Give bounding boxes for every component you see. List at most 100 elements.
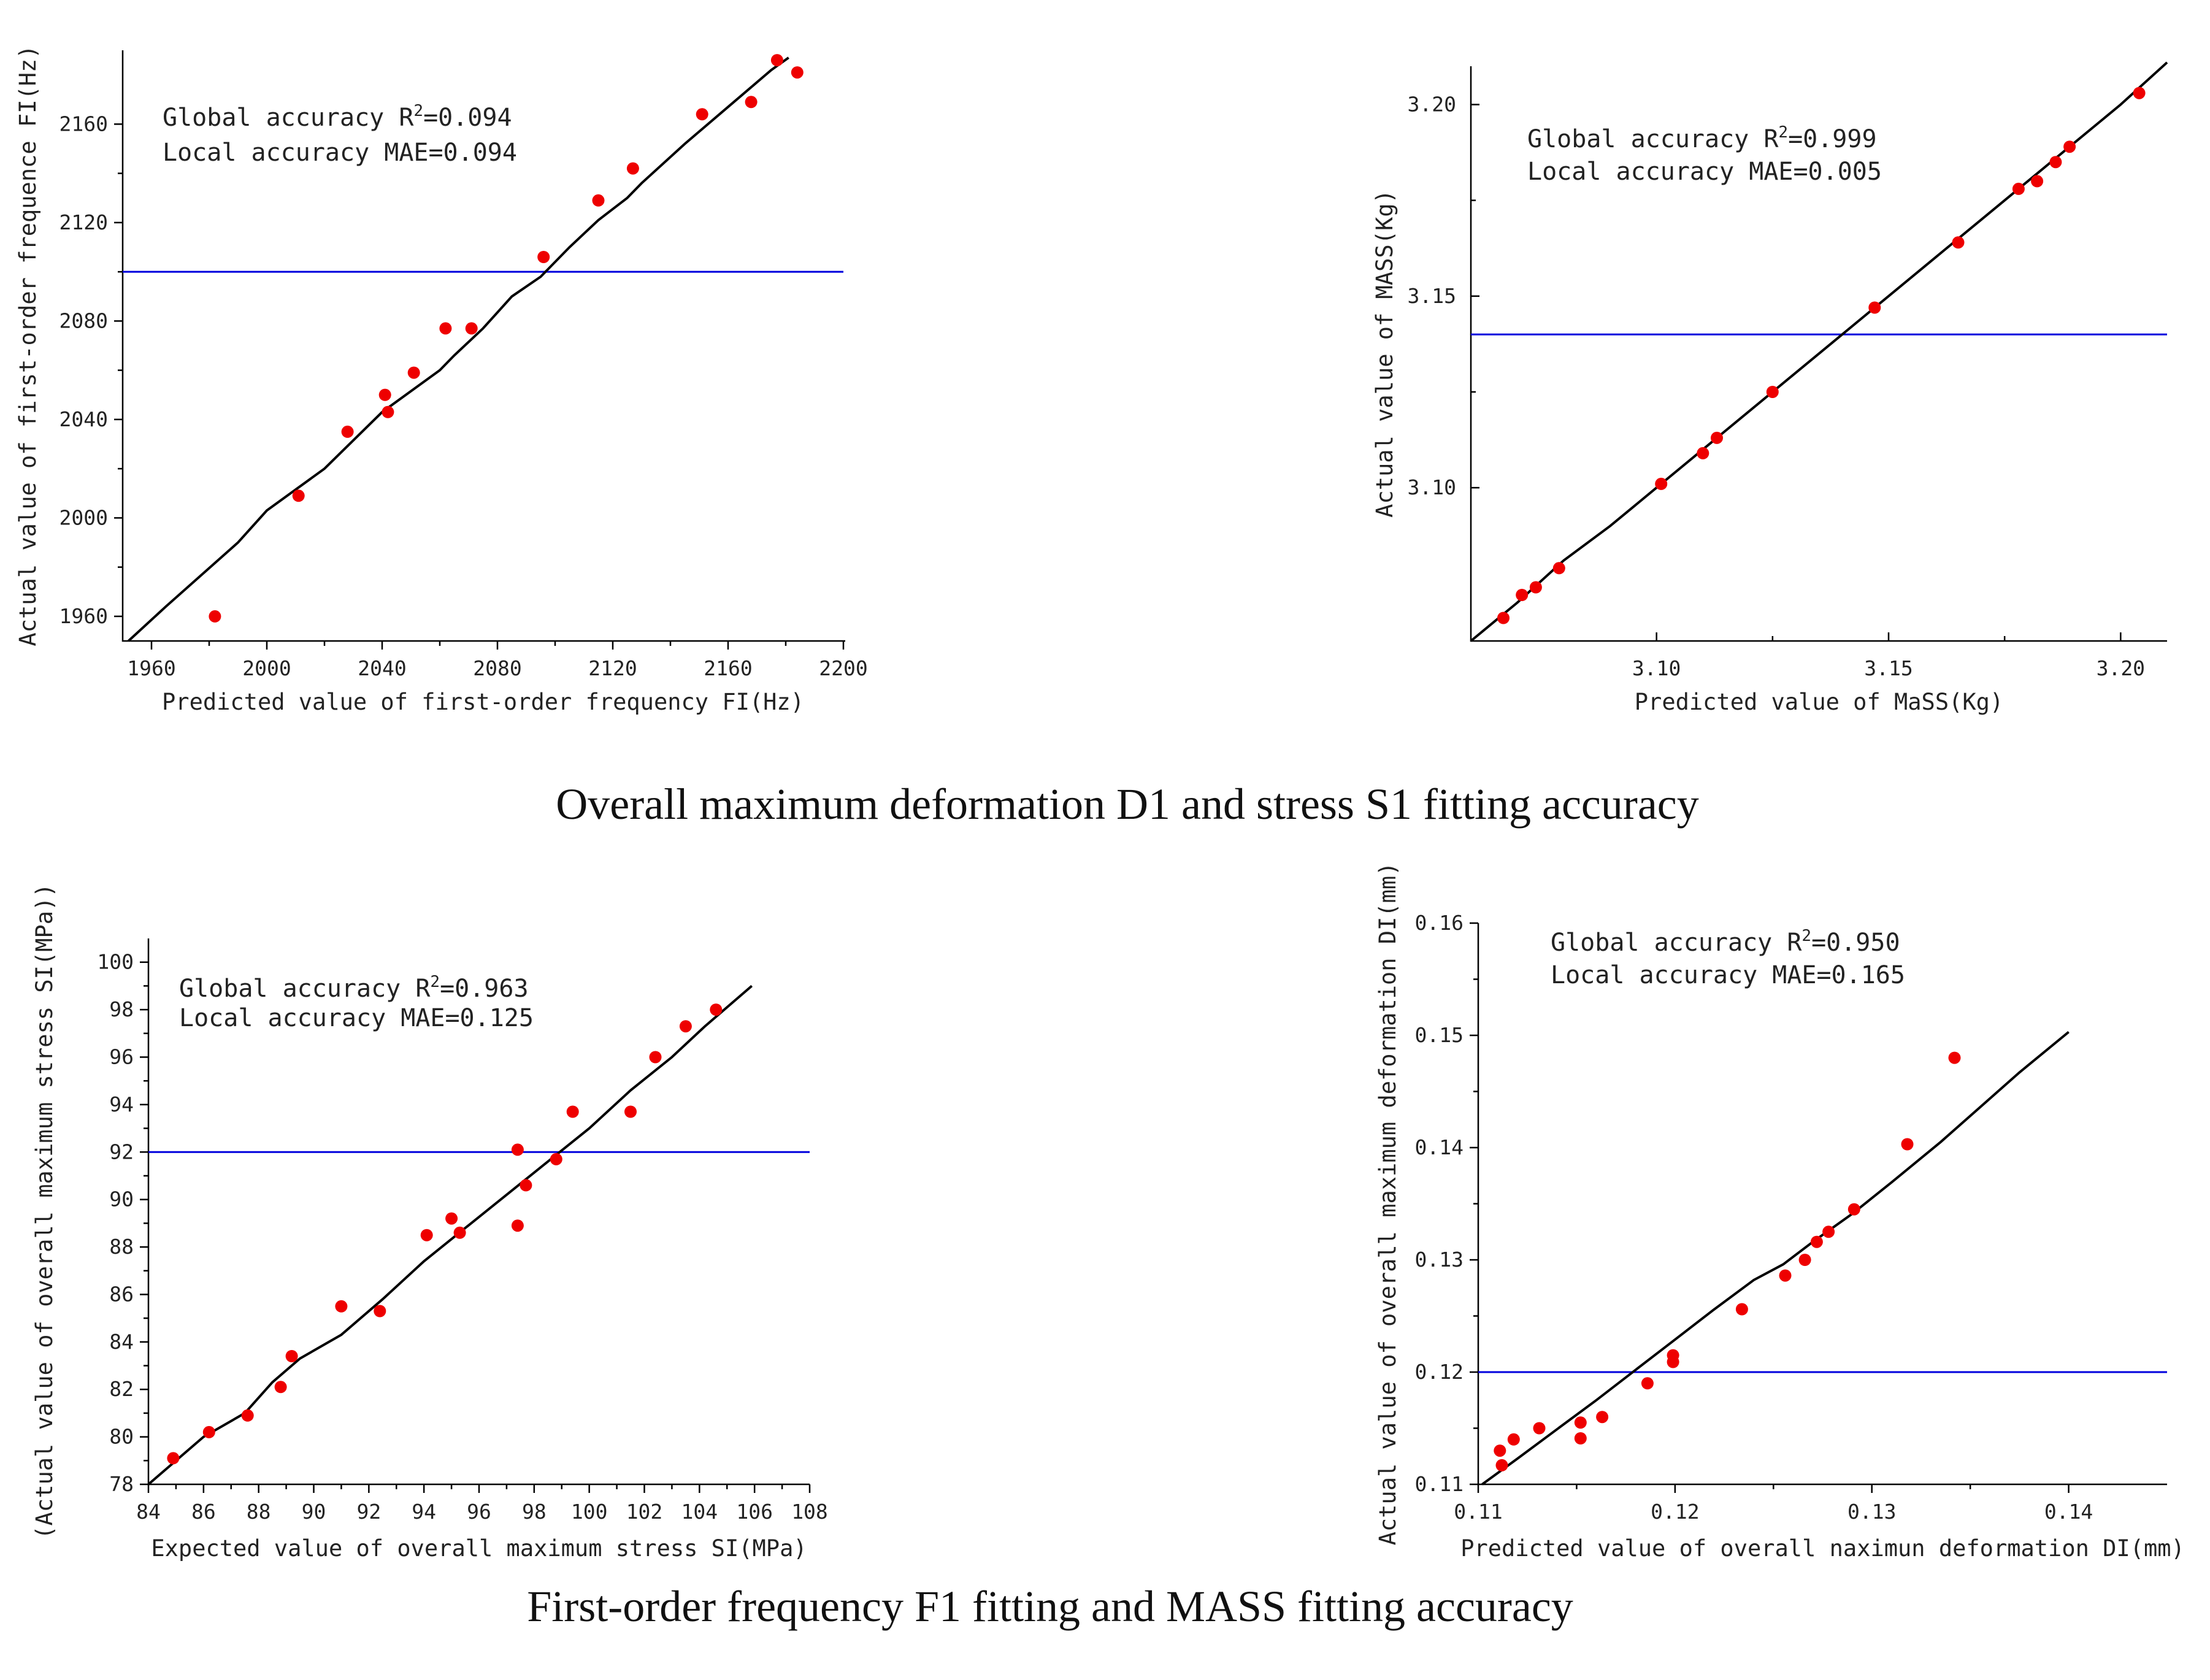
data-point <box>439 322 452 335</box>
y-tick-label: 0.16 <box>1415 911 1464 935</box>
x-tick-label: 88 <box>247 1500 271 1524</box>
data-point <box>566 1105 579 1118</box>
fit-line <box>147 984 753 1486</box>
x-tick-label: 0.12 <box>1651 1500 1699 1524</box>
data-point <box>241 1409 254 1422</box>
axes-lines <box>1477 923 2167 1486</box>
data-point <box>1533 1422 1546 1435</box>
y-axis-label: (Actual value of overall maximum stress … <box>31 883 58 1539</box>
data-point <box>770 54 783 67</box>
y-tick-label: 100 <box>97 950 134 974</box>
data-point <box>1779 1269 1792 1282</box>
data-point <box>1868 301 1881 314</box>
x-tick-label: 3.10 <box>1632 656 1681 680</box>
data-point <box>335 1300 348 1313</box>
data-point <box>649 1051 662 1064</box>
annotation-mae: Local accuracy MAE=0.005 <box>1527 158 1882 186</box>
y-tick-label: 84 <box>109 1330 134 1354</box>
y-tick-label: 96 <box>109 1045 134 1068</box>
x-tick-label: 102 <box>626 1500 663 1524</box>
x-tick-label: 94 <box>412 1500 436 1524</box>
annotation-r2-value: =0.999 <box>1788 125 1877 153</box>
x-axis-label: Predicted value of MaSS(Kg) <box>1635 689 2003 715</box>
data-point <box>1552 562 1565 575</box>
y-axis-label: Actual value of MASS(Kg) <box>1372 190 1398 518</box>
data-point <box>285 1350 298 1362</box>
x-tick-label: 2000 <box>242 656 291 680</box>
data-point <box>378 388 391 401</box>
data-point <box>520 1179 532 1192</box>
chart-panel-stress: 84 86 88 90 92 94 96 98 100 102 104 106 108 78 80 82 84 8… <box>31 883 828 1562</box>
x-tick-label: 2160 <box>704 656 752 680</box>
data-point <box>1735 1303 1748 1316</box>
data-point <box>1655 477 1668 490</box>
annotation-r2: Global accuracy R2=0.950 <box>1551 927 1900 957</box>
data-point <box>407 366 420 379</box>
y-axis-label: Actual value of overall maximum deformat… <box>1375 862 1401 1546</box>
x-tick-label: 3.20 <box>2097 656 2145 680</box>
data-point <box>1822 1225 1835 1238</box>
data-point <box>1507 1433 1520 1446</box>
x-tick-label: 84 <box>136 1500 161 1524</box>
x-tick-label: 98 <box>522 1500 547 1524</box>
y-tick-label: 90 <box>109 1187 134 1211</box>
annotation-r2: Global accuracy R2=0.963 <box>179 973 529 1003</box>
data-point <box>2031 175 2044 188</box>
data-point <box>592 194 605 207</box>
y-tick-label: 0.13 <box>1415 1248 1464 1272</box>
data-point <box>511 1219 524 1232</box>
y-axis-label: Actual value of first-order frequence FI… <box>15 45 41 646</box>
data-point <box>167 1452 180 1465</box>
data-point <box>209 610 221 623</box>
caption-top: Overall maximum deformation D1 and stres… <box>556 780 1699 829</box>
data-point <box>2012 182 2025 195</box>
x-tick-label: 106 <box>736 1500 773 1524</box>
y-tick-label: 98 <box>109 997 134 1021</box>
data-point <box>1497 612 1510 624</box>
y-tick-label: 88 <box>109 1235 134 1259</box>
x-axis-label: Predicted value of overall naximun defor… <box>1460 1535 2185 1562</box>
data-point <box>791 66 804 79</box>
annotation-r2-value: =0.963 <box>440 975 529 1003</box>
data-point <box>465 322 478 335</box>
annotation-mae: Local accuracy MAE=0.094 <box>163 139 517 167</box>
y-tick-label: 80 <box>109 1425 134 1449</box>
data-point <box>1952 236 1965 249</box>
data-point <box>2063 140 2076 153</box>
annotation-r2-sup: 2 <box>1778 123 1788 142</box>
data-point <box>1574 1432 1587 1444</box>
data-point <box>1766 386 1779 398</box>
x-tick-label: 2080 <box>473 656 521 680</box>
annotation-r2-prefix: Global accuracy R <box>163 104 414 132</box>
x-tick-label: 3.15 <box>1864 656 1913 680</box>
x-axis-label: Predicted value of first-order frequency… <box>162 689 804 715</box>
data-point <box>1641 1377 1654 1390</box>
data-point <box>710 1003 723 1016</box>
annotation-r2-sup: 2 <box>413 102 423 120</box>
data-point <box>445 1212 458 1225</box>
data-point <box>550 1153 562 1165</box>
data-point <box>1529 581 1542 594</box>
data-point <box>679 1020 692 1033</box>
x-tick-label: 108 <box>791 1500 828 1524</box>
x-tick-label: 2120 <box>588 656 637 680</box>
y-tick-label: 0.15 <box>1415 1023 1464 1047</box>
y-tick-label: 2160 <box>59 112 108 136</box>
data-point <box>1494 1444 1506 1457</box>
data-point <box>1948 1051 1961 1064</box>
data-point <box>1516 589 1529 601</box>
data-point <box>745 96 758 109</box>
y-tick-label: 82 <box>109 1377 134 1401</box>
data-point <box>537 251 550 263</box>
y-tick-label: 0.12 <box>1415 1360 1464 1384</box>
y-tick-label: 3.10 <box>1408 475 1456 499</box>
x-tick-label: 2040 <box>358 656 406 680</box>
x-tick-label: 100 <box>571 1500 608 1524</box>
x-tick-label: 104 <box>681 1500 718 1524</box>
chart-panel-mass: 3.10 3.15 3.20 3.10 3.15 3.20 Predicted value … <box>1372 61 2168 715</box>
chart-panel-deformation: 0.11 0.12 0.13 0.14 0.11 0.12 0.13 0.14 0.15 0.16… <box>1375 862 2185 1562</box>
annotation-r2-sup: 2 <box>430 973 440 991</box>
annotation-r2-prefix: Global accuracy R <box>1527 125 1779 153</box>
annotation-r2-prefix: Global accuracy R <box>1551 929 1802 957</box>
